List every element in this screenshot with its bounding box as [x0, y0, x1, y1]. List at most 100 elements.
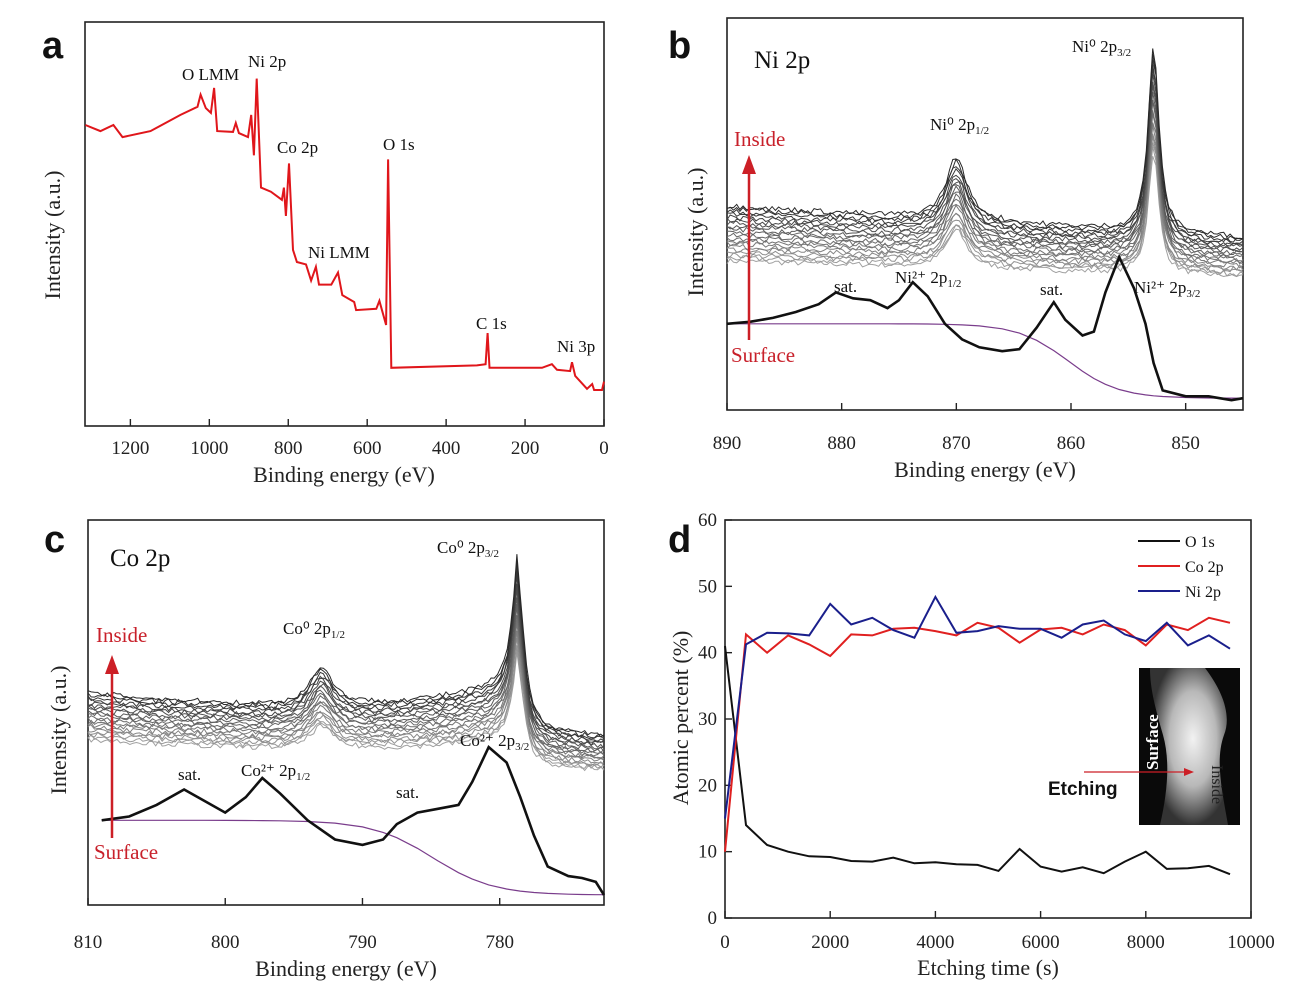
panel-letter-a: a: [42, 25, 64, 67]
annotation-sub: 1/2: [947, 278, 961, 290]
etching-arrow-head: [1184, 768, 1194, 776]
annotation-sub: 1/2: [975, 125, 989, 137]
series-line-ni2p: [724, 594, 1231, 819]
depth-profile-spectrum-line: [87, 623, 605, 760]
annotation-co2-2p12: Co²⁺ 2p1/2: [241, 761, 310, 783]
annotation-main: Co²⁺ 2p: [460, 731, 515, 750]
panel-letter-c: c: [44, 519, 65, 561]
x-tick-label: 780: [485, 932, 514, 953]
depth-profile-spectrum-line: [87, 637, 605, 767]
series-line-o1s: [724, 645, 1231, 876]
depth-arrow-c: [105, 655, 119, 838]
annotation-ni-2p: Ni 2p: [248, 52, 286, 71]
series-line-co2p: [724, 616, 1231, 852]
fit-background-line: [727, 323, 1244, 399]
annotation-main: Ni²⁺ 2p: [895, 268, 947, 287]
x-tick-label: 10000: [1227, 932, 1275, 953]
inset-label-etching: Etching: [1048, 779, 1118, 800]
x-tick-label: 880: [827, 433, 856, 454]
y-tick-label: 60: [698, 510, 717, 531]
y-tick-label: 10: [698, 842, 717, 863]
panel-a-xlabel: Binding energy (eV): [253, 462, 435, 487]
annotation-c-1s: C 1s: [476, 314, 507, 333]
y-tick-label: 50: [698, 576, 717, 597]
panel-d-depth-profile-chart: 0 2000 4000 6000 8000 10000 0 10 20 30 40 50 60: [698, 510, 1275, 953]
panel-b-xlabel: Binding energy (eV): [894, 457, 1076, 482]
annotation-ni0-2p32: Ni⁰ 2p3/2: [1072, 37, 1131, 59]
annotation-sub: 3/2: [485, 548, 499, 560]
depth-profile-spectrum-line: [87, 554, 605, 738]
annotation-main: Co⁰ 2p: [283, 619, 331, 638]
x-tick-label: 1200: [111, 438, 149, 459]
x-tick-label: 400: [432, 438, 461, 459]
depth-label-surface-b: Surface: [731, 343, 795, 367]
panel-b-ni2p-chart: 890 880 870 860 850: [713, 17, 1244, 454]
panel-a-survey-chart: 1200 1000 800 600 400 200 0: [84, 21, 609, 459]
annotation-sub: 3/2: [515, 741, 529, 753]
plot-frame: [87, 519, 605, 906]
surface-spectrum-line: [726, 253, 1244, 402]
x-tick-label: 0: [599, 438, 609, 459]
panel-c-ylabel: Intensity (a.u.): [46, 666, 71, 795]
annotation-o-lmm: O LMM: [182, 65, 239, 84]
annotation-co0-2p32: Co⁰ 2p3/2: [437, 538, 499, 560]
panel-c-title: Co 2p: [110, 545, 170, 572]
annotation-ni-3p: Ni 3p: [557, 337, 595, 356]
y-tick-label: 20: [698, 775, 717, 796]
x-tick-label: 1000: [190, 438, 228, 459]
annotation-sub: 3/2: [1186, 288, 1200, 300]
legend-label-o1s: O 1s: [1185, 534, 1215, 551]
legend: O 1s Co 2p Ni 2p: [1138, 534, 1224, 601]
x-tick-label: 810: [74, 932, 103, 953]
annotation-main: Ni⁰ 2p: [1072, 37, 1117, 56]
x-tick-label: 6000: [1022, 932, 1060, 953]
annotation-co0-2p12: Co⁰ 2p1/2: [283, 619, 345, 641]
depth-label-inside-b: Inside: [734, 127, 785, 151]
y-tick-label: 0: [708, 908, 718, 929]
annotation-main: Co²⁺ 2p: [241, 761, 296, 780]
depth-profile-spectrum-line: [87, 645, 605, 769]
panel-b-ylabel: Intensity (a.u.): [683, 168, 708, 297]
annotation-ni0-2p12: Ni⁰ 2p1/2: [930, 115, 989, 137]
y-tick-label: 30: [698, 709, 717, 730]
x-tick-label: 800: [274, 438, 303, 459]
annotation-main: Co⁰ 2p: [437, 538, 485, 557]
x-tick-label: 2000: [811, 932, 849, 953]
depth-profile-spectrum-line: [87, 583, 605, 746]
legend-label-co2p: Co 2p: [1185, 559, 1224, 576]
panel-a-ylabel: Intensity (a.u.): [40, 171, 65, 300]
panel-d-ylabel: Atomic percent (%): [668, 631, 693, 806]
inset-label-inside: Inside: [1208, 765, 1225, 804]
x-tick-label: 0: [720, 932, 730, 953]
x-tick-label: 4000: [916, 932, 954, 953]
annotation-co2-2p32: Co²⁺ 2p3/2: [460, 731, 529, 753]
depth-profile-spectrum-line: [87, 588, 605, 749]
annotation-ni-lmm: Ni LMM: [308, 243, 370, 262]
plot-frame: [726, 17, 1244, 411]
annotation-sub: 1/2: [331, 629, 345, 641]
depth-arrow-b: [742, 155, 756, 340]
plot-frame: [84, 21, 605, 427]
x-tick-label: 600: [353, 438, 382, 459]
depth-profile-spectrum-line: [726, 124, 1244, 269]
annotation-main: Ni⁰ 2p: [930, 115, 975, 134]
inset-label-surface: Surface: [1143, 714, 1162, 770]
annotation-ni2-2p12: Ni²⁺ 2p1/2: [895, 268, 961, 290]
annotation-main: Ni²⁺ 2p: [1134, 278, 1186, 297]
annotation-sub: 3/2: [1117, 47, 1131, 59]
x-tick-label: 850: [1171, 433, 1200, 454]
panel-c-xlabel: Binding energy (eV): [255, 956, 437, 981]
annotation-co-2p: Co 2p: [277, 138, 318, 157]
panel-letter-d: d: [668, 519, 691, 561]
fit-background-line: [101, 819, 604, 896]
x-tick-label: 890: [713, 433, 742, 454]
annotation-sat-2: sat.: [1040, 280, 1063, 299]
survey-spectrum-line: [85, 78, 605, 391]
annotation-ni2-2p32: Ni²⁺ 2p3/2: [1134, 278, 1200, 300]
surface-spectrum-line: [101, 745, 606, 896]
panel-d-xlabel: Etching time (s): [917, 955, 1059, 980]
depth-label-surface-c: Surface: [94, 840, 158, 864]
x-tick-label: 200: [511, 438, 540, 459]
x-tick-label: 790: [348, 932, 377, 953]
panel-letter-b: b: [668, 25, 691, 67]
